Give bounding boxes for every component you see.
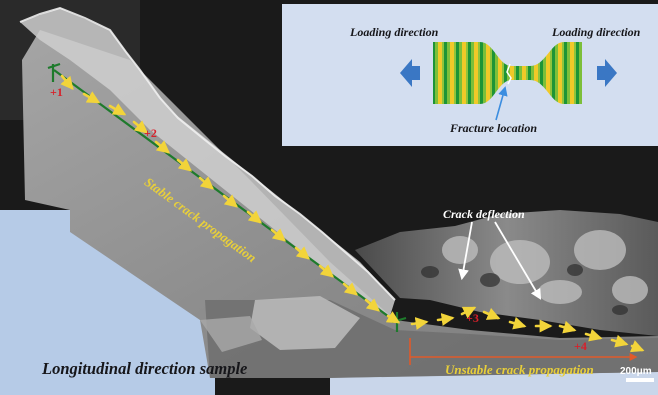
marker-3: +3 [466, 311, 479, 325]
sample-title: Longitudinal direction sample [42, 359, 248, 378]
deflection-pointer-1 [458, 221, 473, 281]
stable-arrow-path [60, 74, 401, 324]
loading-direction-left-label: Loading direction [350, 25, 439, 39]
scale-bar [626, 378, 654, 382]
scale-bar-label: 200μm [620, 366, 652, 377]
fracture-pointer [495, 86, 508, 121]
unstable-crack-label: Unstable crack propagation [445, 362, 594, 377]
unstable-arrow-path [410, 306, 645, 353]
loading-arrow-left [400, 59, 420, 87]
marker-4: +4 [574, 339, 587, 353]
crack-deflection-label: Crack deflection [443, 207, 525, 221]
polished-surface [22, 30, 658, 378]
loading-arrow-right [597, 59, 617, 87]
deflection-pointer-2 [494, 221, 542, 300]
fracture-location-label: Fracture location [450, 121, 538, 135]
loading-direction-right-label: Loading direction [552, 25, 641, 39]
specimen-fracture [506, 63, 512, 85]
marker-2: +2 [144, 126, 157, 140]
marker-1: +1 [50, 85, 63, 99]
